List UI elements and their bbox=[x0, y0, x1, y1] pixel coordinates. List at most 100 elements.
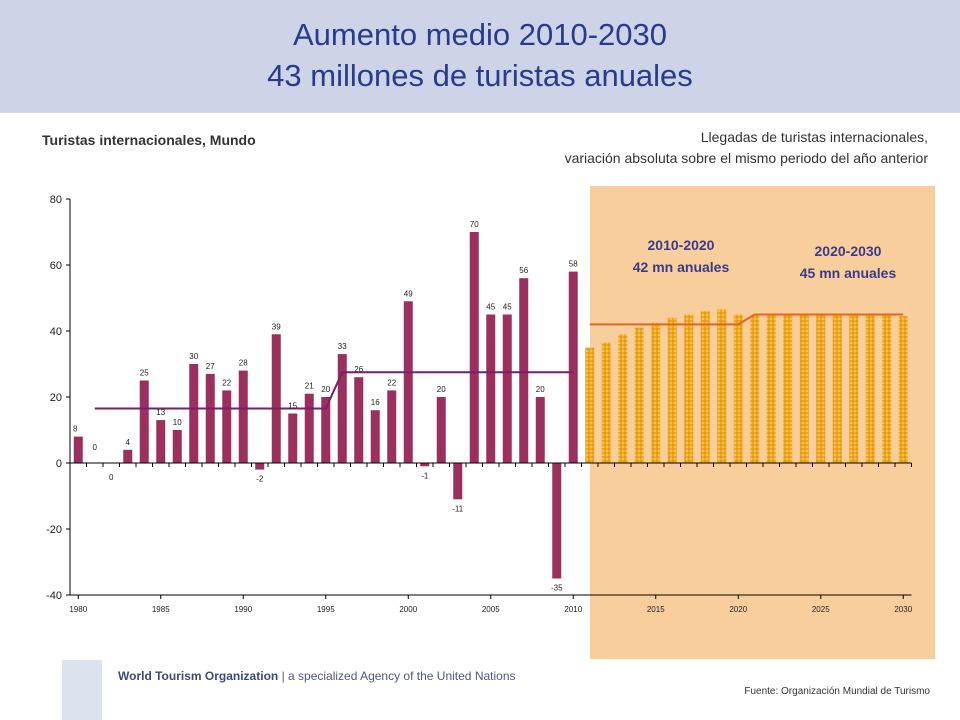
annotation-1-line1: 2010-2020 bbox=[648, 237, 715, 253]
annotation-2-line1: 2020-2030 bbox=[815, 243, 882, 259]
forecast-bar-2029 bbox=[882, 314, 892, 463]
bar-label-1980: 8 bbox=[73, 425, 78, 434]
bar-2004 bbox=[469, 232, 479, 463]
chart-caption-line2: variación absoluta sobre el mismo period… bbox=[564, 150, 928, 166]
bar-1990 bbox=[238, 370, 248, 463]
x-tick-label-1985: 1985 bbox=[152, 605, 170, 614]
bar-label-1982: 0 bbox=[109, 473, 114, 482]
bar-label-1998: 16 bbox=[371, 398, 380, 407]
footer-organization: World Tourism Organization | a specializ… bbox=[118, 669, 516, 683]
x-tick-label-2000: 2000 bbox=[399, 605, 417, 614]
forecast-bar-2026 bbox=[832, 314, 842, 463]
bar-label-1996: 33 bbox=[338, 342, 347, 351]
x-tick-label-2015: 2015 bbox=[647, 605, 665, 614]
x-tick-label-2020: 2020 bbox=[729, 605, 747, 614]
bar-label-1983: 4 bbox=[126, 438, 131, 447]
bar-1997 bbox=[354, 377, 364, 463]
y-tick-label-20: 20 bbox=[50, 392, 62, 404]
chart-caption-line1: Llegadas de turistas internacionales, bbox=[700, 129, 928, 145]
x-tick-label-1990: 1990 bbox=[234, 605, 252, 614]
forecast-bar-2030 bbox=[898, 316, 908, 463]
bar-1987 bbox=[189, 364, 199, 463]
forecast-bar-2027 bbox=[849, 314, 859, 463]
bar-label-1990: 28 bbox=[239, 359, 248, 368]
forecast-bar-2015 bbox=[651, 322, 661, 463]
bar-1996 bbox=[337, 354, 347, 463]
y-tick-label-40: 40 bbox=[50, 326, 62, 338]
bar-label-1981: 0 bbox=[93, 443, 98, 452]
bar-label-2003: -11 bbox=[452, 504, 464, 513]
forecast-bar-2025 bbox=[816, 314, 826, 463]
header-banner: Aumento medio 2010-2030 43 millones de t… bbox=[0, 0, 960, 113]
bar-label-1994: 21 bbox=[305, 382, 314, 391]
bar-label-1999: 22 bbox=[387, 378, 396, 387]
bar-2003 bbox=[453, 463, 463, 500]
bar-2009 bbox=[552, 463, 562, 579]
footer-source: Fuente: Organización Mundial de Turismo bbox=[744, 686, 930, 697]
forecast-bar-2020 bbox=[733, 314, 743, 463]
bar-2008 bbox=[535, 397, 545, 463]
forecast-bar-2016 bbox=[667, 317, 677, 463]
chart-subtitle: Turistas internacionales, Mundo bbox=[42, 132, 256, 148]
forecast-bar-2019 bbox=[717, 309, 727, 463]
footer-org-tagline: | a specialized Agency of the United Nat… bbox=[281, 669, 516, 683]
x-tick-label-1995: 1995 bbox=[317, 605, 335, 614]
bar-1995 bbox=[321, 397, 331, 463]
bar-1994 bbox=[304, 393, 314, 463]
bar-1988 bbox=[205, 373, 215, 463]
bar-1983 bbox=[123, 449, 133, 463]
bar-label-2009: -35 bbox=[551, 584, 563, 593]
annotation-1-line2: 42 mn anuales bbox=[633, 259, 730, 275]
bar-label-2000: 49 bbox=[404, 289, 413, 298]
forecast-bar-2021 bbox=[750, 314, 760, 463]
bar-label-2007: 56 bbox=[519, 266, 528, 275]
x-tick-label-2010: 2010 bbox=[564, 605, 582, 614]
bar-label-1987: 30 bbox=[189, 352, 198, 361]
bar-1989 bbox=[222, 390, 232, 463]
bar-label-2001: -1 bbox=[421, 471, 429, 480]
bar-1985 bbox=[156, 420, 166, 463]
forecast-bar-2028 bbox=[865, 314, 875, 463]
x-tick-label-2005: 2005 bbox=[482, 605, 500, 614]
forecast-bar-2011 bbox=[585, 347, 595, 463]
annotation-2-line2: 45 mn anuales bbox=[800, 265, 897, 281]
bar-label-1991: -2 bbox=[256, 475, 264, 484]
bar-label-1988: 27 bbox=[206, 362, 215, 371]
bar-1998 bbox=[370, 410, 380, 463]
bar-label-2008: 20 bbox=[536, 385, 545, 394]
bar-label-2002: 20 bbox=[437, 385, 446, 394]
bar-label-1997: 26 bbox=[354, 365, 363, 374]
x-tick-label-2025: 2025 bbox=[812, 605, 830, 614]
forecast-bar-2018 bbox=[700, 311, 710, 463]
bar-1992 bbox=[271, 334, 281, 463]
bar-label-1993: 15 bbox=[288, 402, 297, 411]
bar-label-1986: 10 bbox=[173, 418, 182, 427]
bar-label-1992: 39 bbox=[272, 322, 281, 331]
forecast-bar-2022 bbox=[766, 314, 776, 463]
x-tick-label-2030: 2030 bbox=[894, 605, 912, 614]
bar-2007 bbox=[519, 278, 529, 463]
forecast-background bbox=[590, 186, 935, 659]
average-line-forecast bbox=[589, 313, 904, 326]
bar-label-1995: 20 bbox=[321, 385, 330, 394]
bar-1991 bbox=[255, 463, 265, 470]
forecast-bar-2023 bbox=[783, 314, 793, 463]
y-tick-label-80: 80 bbox=[50, 194, 62, 206]
x-tick-label-1980: 1980 bbox=[69, 605, 87, 614]
bar-1980 bbox=[73, 436, 83, 463]
forecast-bar-2017 bbox=[684, 314, 694, 463]
bar-1984 bbox=[139, 380, 149, 463]
forecast-bar-2013 bbox=[618, 334, 628, 463]
bar-2001 bbox=[420, 463, 430, 467]
bar-2002 bbox=[436, 397, 446, 463]
forecast-bar-2014 bbox=[634, 327, 644, 463]
page-title-line2: 43 millones de turistas anuales bbox=[267, 58, 693, 93]
bar-1999 bbox=[387, 390, 397, 463]
y-tick-label--40: -40 bbox=[46, 590, 62, 602]
bar-2006 bbox=[502, 314, 512, 463]
y-tick-label--20: -20 bbox=[46, 524, 62, 536]
bar-label-1984: 25 bbox=[140, 369, 149, 378]
page-title-line1: Aumento medio 2010-2030 bbox=[293, 17, 667, 52]
bar-label-1985: 13 bbox=[156, 408, 165, 417]
y-tick-label-60: 60 bbox=[50, 260, 62, 272]
